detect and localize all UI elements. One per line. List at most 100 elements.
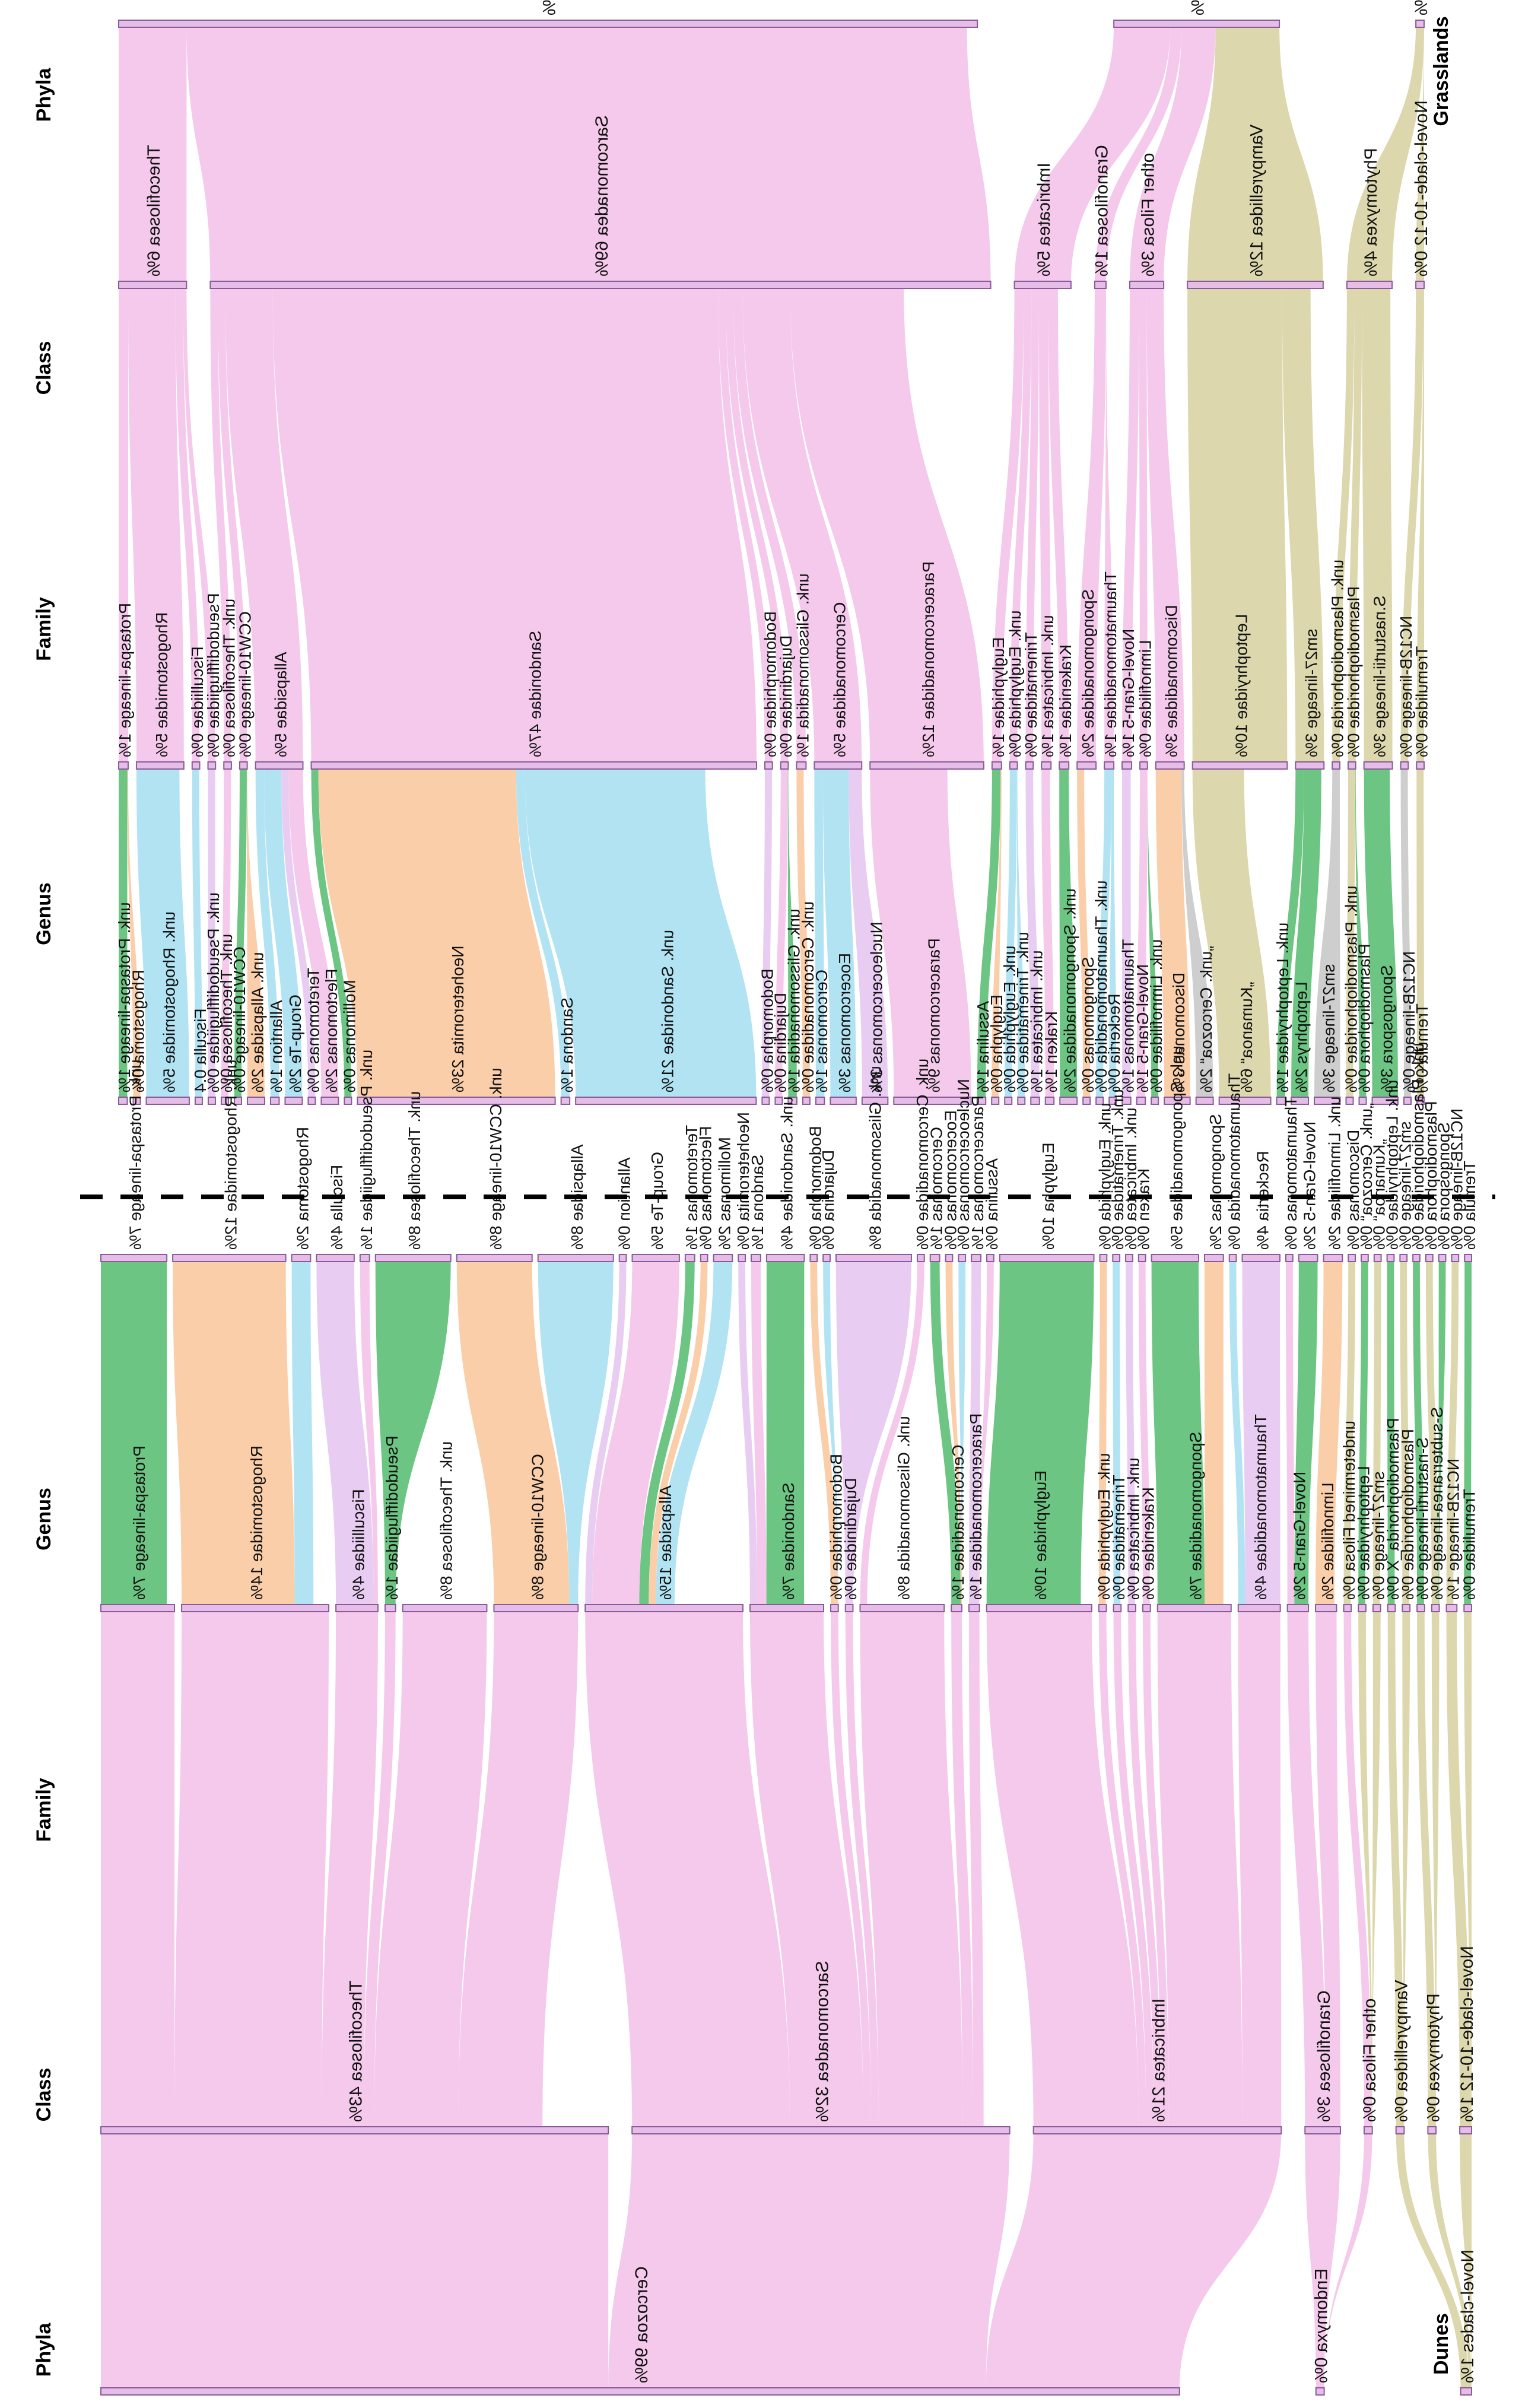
- node-dunes-paracercomonas-1: [971, 1254, 982, 1262]
- node-dunes-unk-limnofilidae-2: [1323, 1254, 1343, 1262]
- flow-grasslands-thaumatomonadidae-1: [1104, 285, 1114, 765]
- label-grasslands-discomonas-3: Discomonas 3%: [1170, 973, 1188, 1092]
- label-dunes-dujardina-0: Dujardina 0%: [819, 1150, 837, 1250]
- node-dunes-thaumatomonadidae-4: [1237, 1604, 1281, 1612]
- node-grasslands-neoheteromita-23: [357, 1097, 556, 1105]
- node-grasslands-spongomonadidae-2: [1076, 761, 1097, 770]
- flow-dunes-undetermined-filosa-0: [1343, 1608, 1372, 2130]
- label-grasslands-rhogostoma-0: Rhogostoma 0%: [129, 970, 147, 1092]
- node-dunes-sarcomonadea-32: [631, 2126, 1011, 2134]
- label-grasslands-ccw10-lineage-0: CCW10-lineage 0%: [230, 946, 249, 1092]
- flow-grasslands-unk-glissomonadida-1: [787, 765, 797, 1101]
- flow-dunes-flectomonas-0: [649, 1258, 708, 1608]
- flow-grasslands-dujardina-0: [775, 765, 788, 1101]
- node-grasslands-unk-rhogostomidae-5: [145, 1097, 190, 1105]
- flow-grasslands-group-te-2: [264, 765, 303, 1101]
- label-grasslands-cercomonadidae-5: Cercomonadidae 5%: [830, 602, 849, 758]
- flow-grasslands-plasmodiophoridae-0: [1348, 285, 1362, 765]
- node-grasslands-thaumatomonas-1: [1121, 1097, 1132, 1105]
- label-dunes-unk-glissomonadida-8: unk. Glissomonadida 8%: [866, 1066, 884, 1250]
- label-dunes-fisculliidae-4: Fisculliidae 4%: [349, 1489, 368, 1600]
- label-dunes-unk-leptophryidae-0: unk. Leptophryidae 0%: [1383, 1080, 1401, 1250]
- node-dunes-unk-leptophryidae-0: [1386, 1254, 1395, 1262]
- label-dunes-limnofilidae-2: Limnofilidae 2%: [1318, 1482, 1337, 1600]
- label-grasslands-nucleocercomonas-3: Nucleocercomonas 3%: [868, 922, 886, 1092]
- flow-dunes-novel-gran-5-2: [1294, 1258, 1318, 1608]
- node-grasslands-tremula-0: [1416, 1097, 1425, 1105]
- flow-grasslands-unk-thecofilosea-0: [221, 765, 231, 1101]
- node-grasslands-rhogostoma-0: [132, 1097, 141, 1105]
- flow-grasslands-discomonas-3: [1155, 765, 1190, 1101]
- label-grasslands-unk-thecofilosea-0: unk. Thecofilosea 0%: [220, 599, 239, 757]
- label-dunes-novel-clade-10-12-1: Novel-clade-10-12 1%: [1457, 1946, 1477, 2122]
- label-dunes-mollimonas-2: Mollimonas 2%: [715, 1137, 733, 1250]
- node-grasslands-unk-spongomonadidae-2: [1059, 1097, 1078, 1105]
- node-grasslands-unk-trinematidae-0: [1017, 1097, 1026, 1105]
- label-dunes-sm27-lineage-0: sm27-lineage 0%: [1369, 1472, 1387, 1600]
- label-dunes-tremulidae-0: Tremulidae 0%: [1460, 1489, 1479, 1600]
- node-dunes-unk-pseudodifflugiidae-1: [359, 1254, 370, 1262]
- node-dunes-spongomonadidae-7: [1156, 1604, 1232, 1612]
- flow-dunes-unk-thecofilosea-8: [374, 1608, 487, 2130]
- node-dunes-eocercomonas-0: [945, 1254, 954, 1262]
- label-grasslands-unk-glissomonadida-1: unk. Glissomonadida 1%: [785, 908, 803, 1092]
- node-grasslands-discomonas-3: [1164, 1097, 1191, 1105]
- flow-dunes-unk-euglyphida-0: [1098, 1258, 1107, 1608]
- node-dunes-euglypha-10: [999, 1254, 1095, 1262]
- node-grasslands-leptophryidae-10: [1191, 761, 1288, 770]
- label-dunes-neoheteromita-0: Neoheteromita 0%: [734, 1112, 752, 1250]
- label-grasslands-mollimonas-0: Mollimonas 0%: [340, 980, 358, 1092]
- label-dunes-sandona-1: Sandona 1%: [748, 1155, 767, 1250]
- node-dunes-spongomonas-2: [1203, 1254, 1224, 1262]
- node-grasslands-unk-plasmodiophoridae-0: [1345, 1097, 1354, 1105]
- label-dunes-unk-cercozoa-0: „unk. Cercozoa“ 0%: [1357, 1103, 1375, 1250]
- label-grasslands-nc12b-lineage-0: NC12B-lineage 0%: [1397, 616, 1415, 757]
- label-grasslands-s-nasturtii-lineage-3: S.nasturtii-lineage 3%: [1371, 596, 1389, 757]
- flow-grasslands-unk-protaspa-lineage-1: [118, 765, 128, 1101]
- flow-grasslands-euglyphidae-1: [992, 285, 1024, 765]
- flow-grasslands-unk-thaumatomonadida-0: [1096, 765, 1112, 1101]
- label-grasslands-tremulidae-0: Tremulidae 0%: [1413, 646, 1431, 757]
- label-dunes-paracercomonadidae-1: Paracercomonadidae 1%: [967, 1413, 985, 1600]
- flow-grasslands-unk-allapsidae-2: [246, 765, 265, 1101]
- flow-grasslands-unk-pseudodifflugiidae-0: [208, 765, 215, 1101]
- flow-dunes-unk-rhogostomidae-12: [173, 1258, 295, 1608]
- flow-grasslands-unk-thecofilosea-0: [210, 285, 231, 765]
- label-grasslands-allapsidae-5: Allapsidae 5%: [272, 652, 290, 757]
- node-dunes-undetermined-filosa-0: [1343, 1604, 1352, 1612]
- flow-dunes-s-subterranea-lineage-0: [1431, 1608, 1440, 2130]
- label-grasslands-novel-gran-5-1: Novel-Gran-5 1%: [1119, 629, 1137, 757]
- label-dunes-s-nasturtii-lineage-0: S-nasturtii-lineage 0%: [1413, 1437, 1431, 1600]
- flow-dunes-dujardina-0: [823, 1258, 838, 1608]
- flow-dunes-sandonidae-7: [749, 1608, 864, 2130]
- label-grasslands-novel-clade-10-12-0: Novel-clade-10-12 0%: [1412, 100, 1431, 277]
- node-grasslands-phytomyxea-4: [1346, 281, 1393, 289]
- node-grasslands-thaumatomonadidae-1: [1104, 761, 1115, 770]
- node-dunes-cercozoa-99: [100, 2387, 1180, 2396]
- node-dunes-plasmodiophoridae-0: [1402, 1604, 1411, 1612]
- label-dunes-imbricatea-21: Imbricatea 21%: [1149, 1999, 1168, 2122]
- node-dunes-kumanoa-0: [1373, 1254, 1382, 1262]
- node-dunes-thecofilosea-43: [100, 2126, 609, 2134]
- node-grasslands-sandona-1: [560, 1097, 571, 1105]
- label-grasslands-plasmodiophoridae-0: Plasmodiophoridae 0%: [1344, 586, 1362, 757]
- flow-dunes-plasmodiophoridae-0: [1402, 1608, 1410, 2130]
- flow-dunes-unk-spongomonadidae-5: [1151, 1258, 1205, 1608]
- label-dunes-unk-ccw10-lineage-8: unk. CCW10-lineage 8%: [487, 1068, 505, 1250]
- node-dunes-imbricatea-21: [1032, 2126, 1282, 2134]
- label-dunes-thaumatomonas-0: Thaumatomonas 0%: [1282, 1097, 1300, 1250]
- label-dunes-unk-euglyphida-0: unk. Euglyphida 0%: [1095, 1453, 1113, 1600]
- node-grasslands-trinematidae-0: [1025, 761, 1034, 770]
- node-grasslands-nucleocercomonas-3: [861, 1097, 889, 1105]
- label-grasslands-paracercomonas-9: Paracercomonas 9%: [925, 938, 943, 1092]
- label-grasslands-unk-imbricatea-1: unk. Imbricatea 1%: [1027, 950, 1046, 1092]
- label-dunes-plasmodiophoridae-0: Plasmodiophoridae 0%: [1399, 1429, 1417, 1600]
- label-dunes-novel-clades-1: Novel-clades 1%: [1458, 2250, 1477, 2383]
- flow-dunes-imbricatea-21: [986, 2130, 1282, 2391]
- label-dunes-unk-thecofilosea-8: unk. Thecofilosea 8%: [405, 1091, 424, 1250]
- node-grasslands-protaspa-lineage-1: [118, 761, 129, 770]
- node-grasslands-unk-limnofilidae-0: [1151, 1097, 1159, 1105]
- flow-dunes-paracercomonadidae-1: [968, 1608, 984, 2130]
- flow-grasslands-unk-glissomonadida-1: [733, 285, 806, 765]
